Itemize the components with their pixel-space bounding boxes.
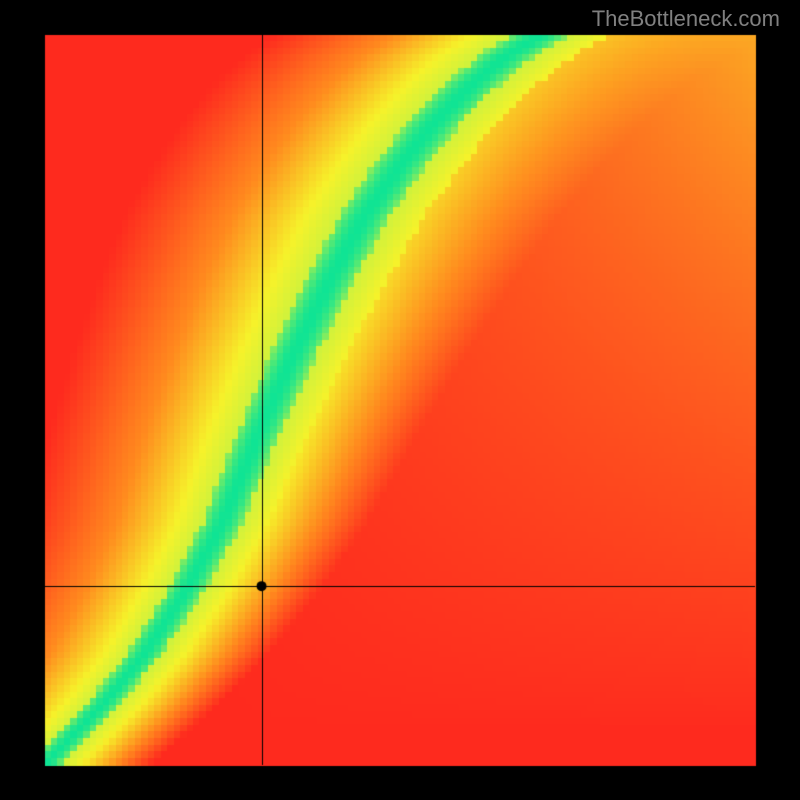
watermark-text: TheBottleneck.com — [592, 6, 780, 32]
chart-container: TheBottleneck.com — [0, 0, 800, 800]
bottleneck-heatmap — [0, 0, 800, 800]
